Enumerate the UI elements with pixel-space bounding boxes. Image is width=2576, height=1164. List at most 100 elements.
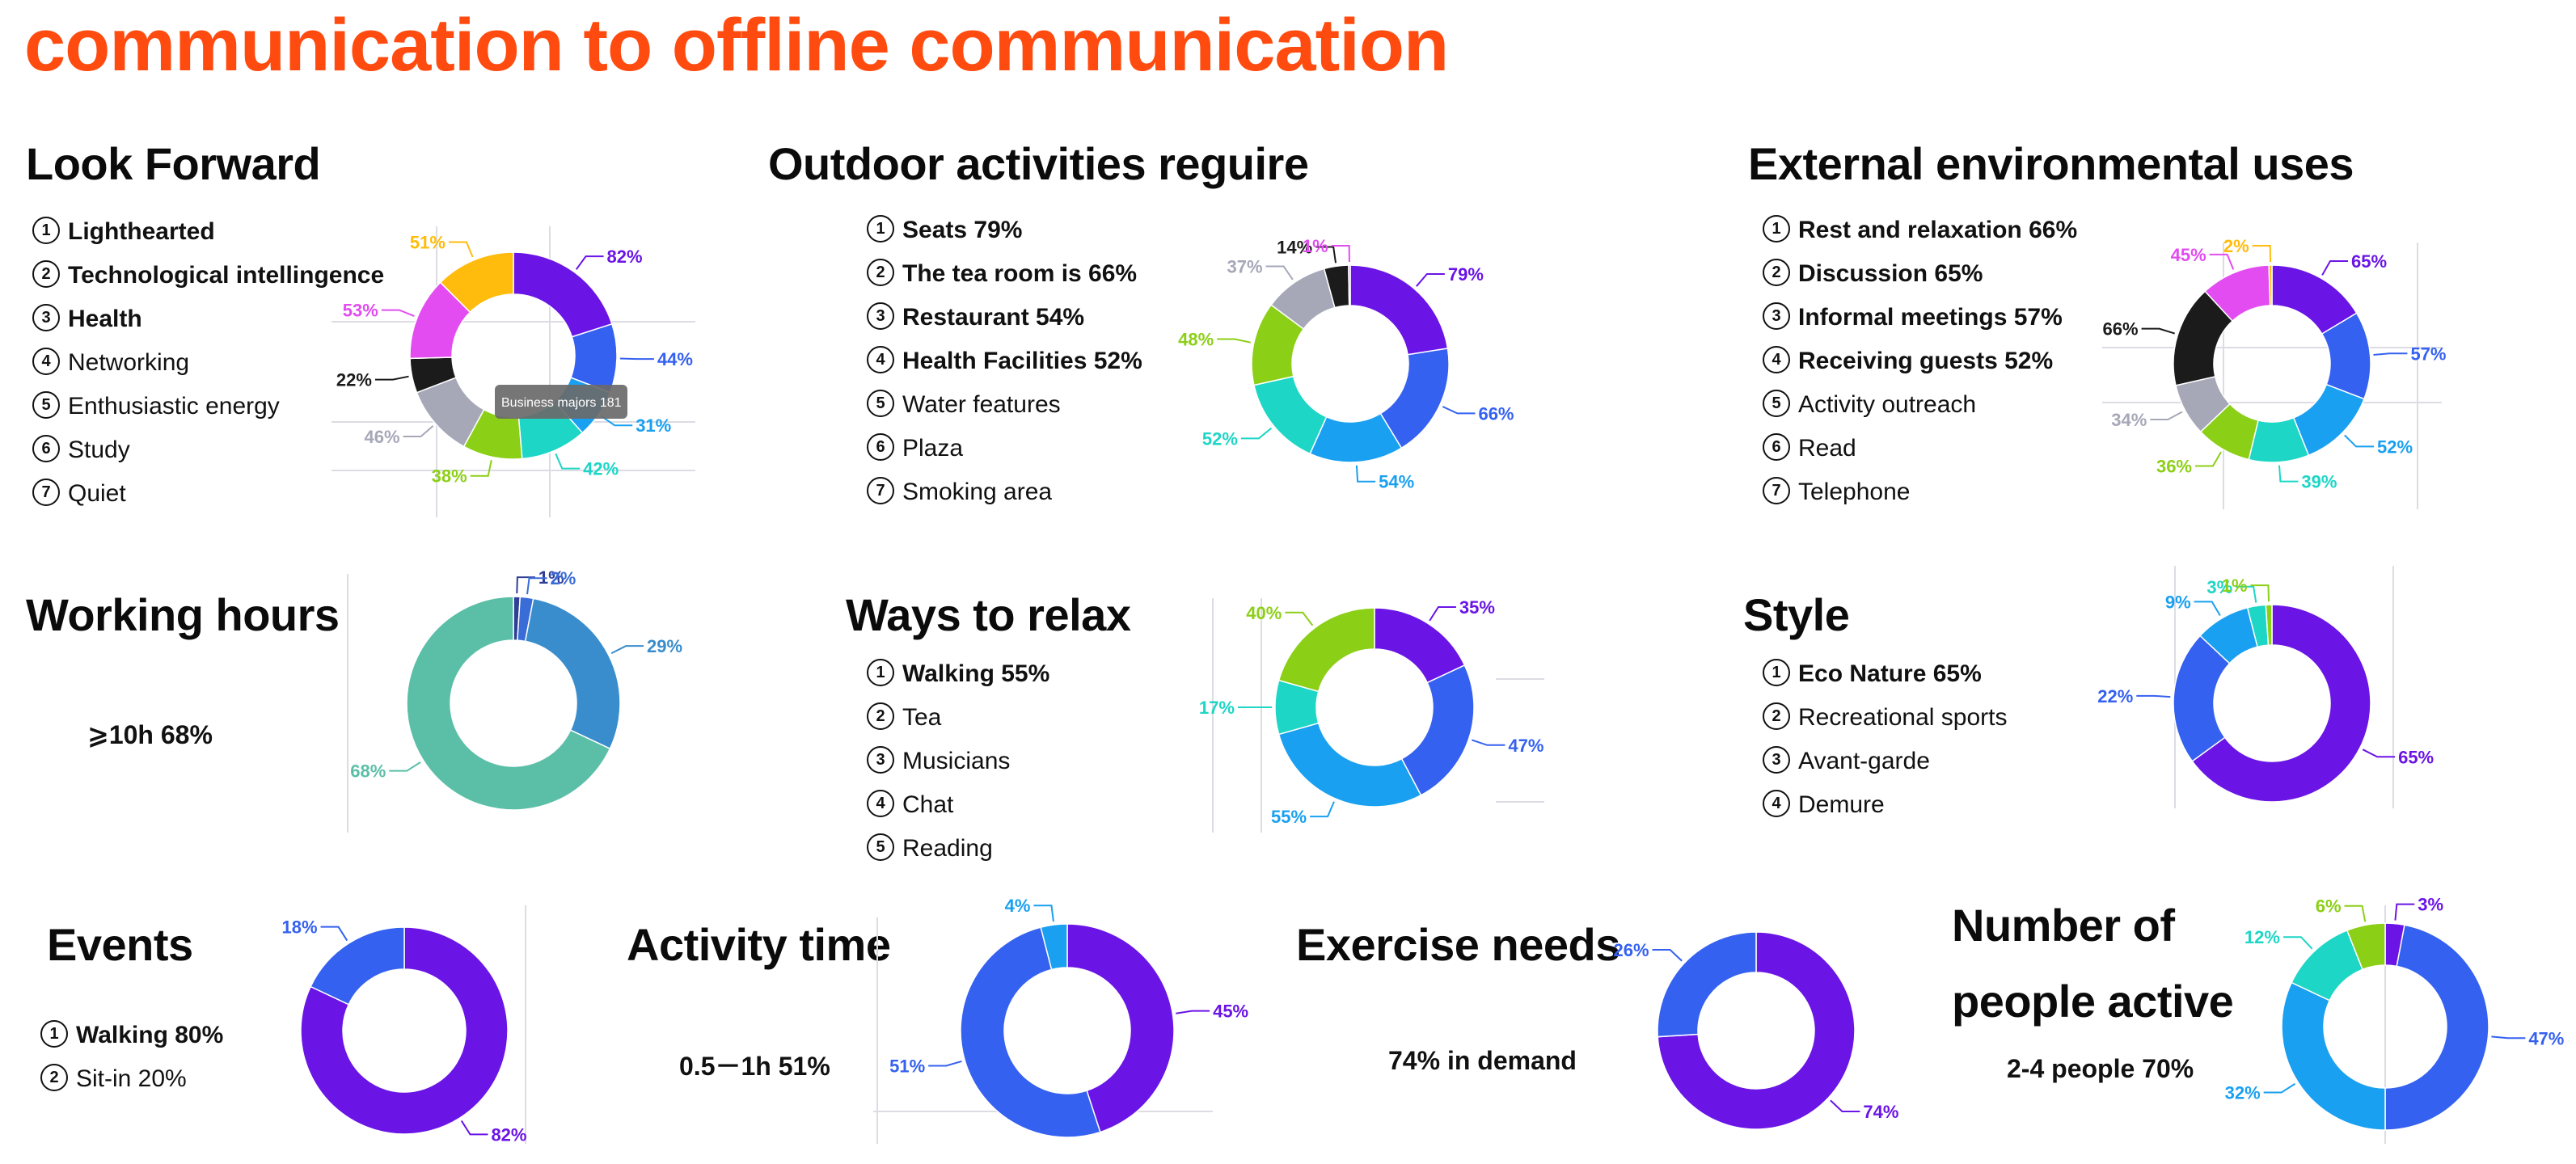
data-label: 52% <box>2377 436 2413 457</box>
list-item-number: 3 <box>1763 746 1790 774</box>
people-stat: 2-4 people 70% <box>2007 1054 2194 1083</box>
leader-line <box>2209 253 2235 270</box>
list-item-label: Plaza <box>902 435 964 462</box>
donut-slice <box>960 926 1101 1138</box>
leader-line <box>448 241 474 258</box>
leader-line <box>2141 327 2175 335</box>
leader-line <box>403 425 434 438</box>
list-item-number: 6 <box>1763 433 1790 462</box>
list-item-number: 7 <box>32 479 60 507</box>
list-item-label: Activity outreach <box>1798 391 1977 418</box>
list-item: 1 Eco Nature 65% <box>1763 652 2007 696</box>
donut-slice <box>406 596 611 811</box>
list-item: 4 Networking <box>32 341 384 385</box>
list-item-label: Discussion 65% <box>1798 260 1983 287</box>
data-label: 47% <box>2528 1028 2564 1048</box>
leader-line <box>1331 245 1350 263</box>
donut-slice <box>1277 607 1375 693</box>
page-title: communication to offline communication <box>24 4 1449 86</box>
data-label: 12% <box>2244 927 2280 947</box>
list-item-label: Eco Nature 65% <box>1798 660 1982 687</box>
data-label: 57% <box>2410 344 2446 364</box>
leader-line <box>2283 936 2313 950</box>
donut-chart-people: 3% 47% 32% 12% 6% <box>2225 895 2564 1131</box>
leader-line <box>1310 801 1335 818</box>
list-item-label: Enthusiastic energy <box>68 393 280 420</box>
data-label: 39% <box>2301 472 2337 492</box>
list-item: 1 Walking 80% <box>40 1014 223 1057</box>
list-item-label: Tea <box>902 704 942 731</box>
data-label: 74% <box>1863 1102 1898 1122</box>
chart-grid-layer <box>332 226 2442 1144</box>
list-item-label: Health <box>68 306 142 332</box>
list-item-label: Study <box>68 436 130 463</box>
list-item-label: Chat <box>902 791 954 818</box>
leader-line <box>1830 1099 1860 1112</box>
leader-line <box>1652 949 1683 962</box>
leader-line <box>2236 585 2257 603</box>
leader-line <box>601 415 633 427</box>
donut-chart-style: 65% 22% 9% 3%1% <box>2097 576 2434 803</box>
list-item-number: 5 <box>867 833 894 862</box>
leader-line <box>2278 465 2299 483</box>
donut-chart-events: 82% 18% <box>282 917 527 1145</box>
list-item: 2 Discussion 65% <box>1763 252 2077 296</box>
data-label: 82% <box>491 1124 526 1145</box>
list-item-label: Recreational sports <box>1798 704 2008 731</box>
data-label: 38% <box>432 466 467 487</box>
leader-line <box>2136 694 2171 698</box>
outdoor-list: 1 Seats 79% 2 The tea room is 66% 3 Restauran… <box>867 209 1142 514</box>
list-item-number: 6 <box>867 433 894 462</box>
leader-line <box>1429 605 1456 622</box>
leader-line <box>374 375 409 381</box>
data-label: 3% <box>2206 577 2232 597</box>
data-label: 26% <box>1614 940 1649 960</box>
leader-line <box>2491 1035 2526 1040</box>
section-title-activity-time: Activity time <box>627 919 891 970</box>
data-label: 17% <box>1199 698 1235 718</box>
section-title-look-forward: Look Forward <box>26 138 321 189</box>
section-title-relax: Ways to relax <box>846 589 1131 640</box>
list-item-label: Sit-in 20% <box>76 1065 187 1092</box>
list-item-label: Smoking area <box>902 479 1053 505</box>
list-item-number: 5 <box>32 391 60 420</box>
list-item-number: 6 <box>32 435 60 463</box>
donut-slice <box>524 597 621 750</box>
donut-slice <box>439 251 514 314</box>
donut-chart-working-hours: 1%2%29%68% <box>350 567 682 811</box>
leader-line <box>2252 245 2272 263</box>
section-title-people-line1: Number of <box>1952 900 2175 951</box>
data-label: 22% <box>2097 686 2133 706</box>
list-item-label: Walking 80% <box>76 1022 224 1048</box>
list-item-label: Demure <box>1798 791 1885 818</box>
data-label: 40% <box>1246 603 1282 623</box>
leader-line <box>1033 905 1054 922</box>
section-title-working-hours: Working hours <box>26 589 340 640</box>
tooltip-background <box>495 385 627 419</box>
donut-slice <box>2281 981 2386 1131</box>
list-item: 4 Demure <box>1763 783 2007 827</box>
events-list: 1 Walking 80% 2 Sit-in 20% <box>40 1014 223 1101</box>
leader-line <box>1176 1010 1210 1014</box>
donut-slice <box>310 926 405 1006</box>
data-label: 52% <box>1202 428 1238 449</box>
list-item-number: 4 <box>867 346 894 374</box>
list-item-number: 3 <box>1763 302 1790 331</box>
list-item: 6 Plaza <box>867 427 1142 470</box>
data-label: 66% <box>2103 319 2139 340</box>
leader-line <box>2373 352 2408 356</box>
data-label: 18% <box>282 917 318 938</box>
donut-slice <box>1657 931 1856 1130</box>
data-label: 1% <box>1303 236 1328 256</box>
list-item-number: 2 <box>867 702 894 731</box>
section-title-style: Style <box>1743 589 1850 640</box>
list-item: 1 Rest and relaxation 66% <box>1763 209 2077 252</box>
data-label: 32% <box>2225 1082 2261 1103</box>
external-list: 1 Rest and relaxation 66% 2 Discussion 65% 3… <box>1763 209 2077 514</box>
leader-line <box>619 357 654 361</box>
data-label: 66% <box>1478 403 1514 424</box>
section-title-exercise: Exercise needs <box>1296 919 1620 970</box>
style-list: 1 Eco Nature 65% 2 Recreational sports 3 Avan… <box>1763 652 2007 827</box>
data-label: 45% <box>2171 245 2206 265</box>
list-item: 3 Avant-garde <box>1763 740 2007 783</box>
